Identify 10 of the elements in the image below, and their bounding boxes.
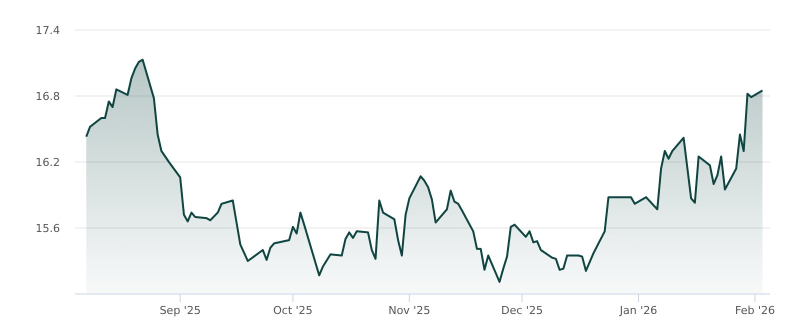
x-tick-label: Oct '25 — [273, 304, 313, 317]
x-tick-label: Nov '25 — [388, 304, 430, 317]
x-tick-label: Dec '25 — [501, 304, 543, 317]
y-tick-label: 16.8 — [36, 90, 60, 103]
x-tick-label: Feb '26 — [734, 304, 775, 317]
x-tick-label: Jan '26 — [618, 304, 658, 317]
y-tick-label: 16.2 — [36, 156, 60, 169]
y-tick-label: 17.4 — [36, 24, 60, 37]
y-tick-label: 15.6 — [36, 222, 60, 235]
x-tick-label: Sep '25 — [160, 304, 201, 317]
